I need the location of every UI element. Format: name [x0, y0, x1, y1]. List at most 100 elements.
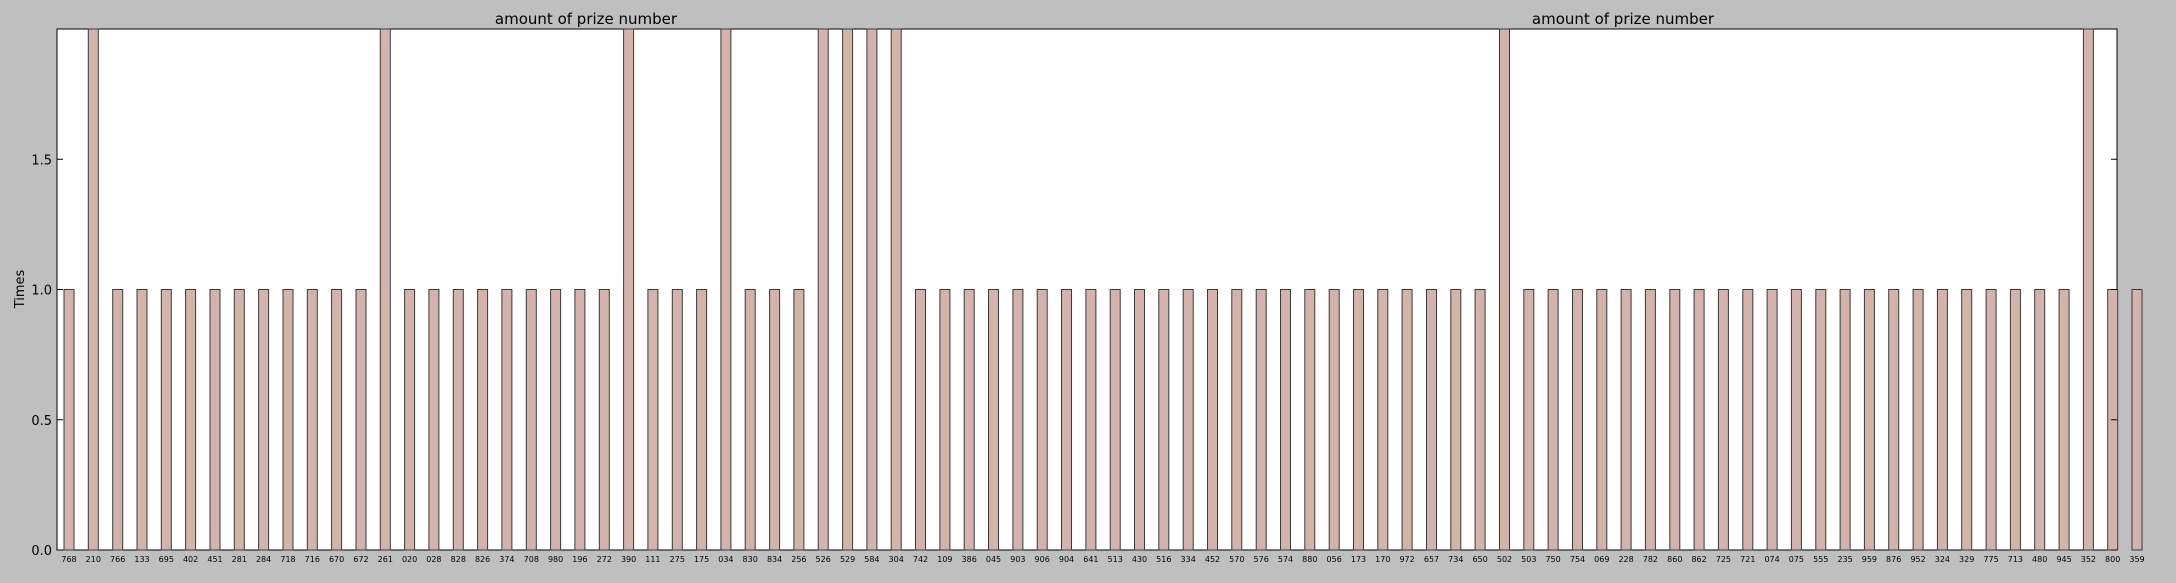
x-tick-label: 170	[1375, 555, 1390, 564]
x-tick-label: 329	[1959, 555, 1974, 564]
bar-210	[87, 28, 99, 551]
x-tick-label: 576	[1254, 555, 1269, 564]
bar-020	[404, 289, 416, 551]
x-tick-label: 959	[1862, 555, 1877, 564]
x-tick-label: 210	[86, 555, 101, 564]
bars-group	[63, 28, 2143, 551]
bar-904	[1061, 289, 1072, 551]
bar-261	[379, 28, 391, 551]
x-tick-label: 775	[1983, 555, 1998, 564]
x-tick-label: 721	[1740, 555, 1755, 564]
bar-111	[647, 289, 659, 551]
x-tick-label: 904	[1059, 555, 1074, 564]
x-tick-label: 945	[2056, 555, 2071, 564]
bar-734	[1450, 289, 1462, 551]
bar-502	[1499, 28, 1510, 551]
x-tick-label: 526	[816, 555, 831, 564]
x-tick-label: 800	[2105, 555, 2120, 564]
x-tick-label: 075	[1789, 555, 1804, 564]
x-tick-label: 695	[159, 555, 174, 564]
bar-196	[574, 289, 586, 551]
bar-175	[696, 289, 708, 551]
y-tick-label: 1.5	[31, 153, 52, 168]
bar-834	[769, 289, 781, 551]
x-tick-label: 502	[1497, 555, 1512, 564]
x-tick-label: 650	[1472, 555, 1487, 564]
bar-576	[1255, 289, 1267, 551]
x-tick-label: 750	[1545, 555, 1560, 564]
x-tick-label: 334	[1181, 555, 1196, 564]
bar-390	[623, 28, 635, 551]
x-tick-label: 480	[2032, 555, 2047, 564]
x-tick-label: 876	[1886, 555, 1901, 564]
chart-title-left: amount of prize number	[495, 10, 678, 28]
bar-952	[1912, 289, 1924, 551]
x-tick-label: 111	[645, 555, 660, 564]
x-tick-label: 725	[1716, 555, 1731, 564]
x-tick-label: 175	[694, 555, 709, 564]
bar-374	[501, 289, 513, 551]
bar-056	[1328, 289, 1340, 551]
x-tick-label: 324	[1935, 555, 1950, 564]
x-tick-label: 352	[2081, 555, 2096, 564]
bar-480	[2034, 289, 2046, 551]
x-tick-label: 109	[937, 555, 952, 564]
x-tick-label: 742	[913, 555, 928, 564]
x-tick-label: 374	[499, 555, 514, 564]
bar-828	[452, 289, 464, 551]
x-tick-label: 880	[1302, 555, 1317, 564]
x-tick-label: 284	[256, 555, 271, 564]
bar-386	[963, 289, 975, 551]
x-tick-label: 133	[134, 555, 149, 564]
bar-526	[817, 28, 829, 551]
x-tick-label: 834	[767, 555, 782, 564]
x-tick-label: 828	[451, 555, 466, 564]
bar-718	[282, 289, 294, 551]
bar-334	[1182, 289, 1194, 551]
bar-555	[1815, 289, 1827, 551]
bar-075	[1790, 289, 1802, 551]
bar-972	[1401, 289, 1413, 551]
bar-275	[671, 289, 683, 551]
bar-641	[1085, 289, 1097, 551]
bar-754	[1572, 289, 1583, 551]
bar-272	[598, 289, 610, 551]
x-tick-label: 272	[597, 555, 612, 564]
x-tick-label: 228	[1618, 555, 1633, 564]
bar-860	[1669, 289, 1681, 551]
bar-880	[1304, 289, 1316, 551]
x-tick-label: 754	[1570, 555, 1585, 564]
y-tick-label: 0.0	[31, 544, 52, 559]
x-tick-label: 513	[1108, 555, 1123, 564]
bar-284	[258, 289, 270, 551]
bar-451	[209, 289, 221, 551]
bar-329	[1961, 289, 1973, 551]
x-tick-label: 862	[1691, 555, 1706, 564]
bar-529	[842, 28, 854, 551]
bar-903	[1012, 289, 1024, 551]
chart-title-right: amount of prize number	[1532, 10, 1715, 28]
x-tick-label: 980	[548, 555, 563, 564]
x-tick-label: 359	[2129, 555, 2144, 564]
x-tick-label: 034	[718, 555, 733, 564]
bar-173	[1353, 289, 1364, 551]
bar-830	[744, 289, 756, 551]
bar-766	[112, 289, 124, 551]
bar-034	[720, 28, 732, 551]
bar-133	[136, 289, 148, 551]
x-tick-label: 045	[986, 555, 1001, 564]
bar-430	[1134, 289, 1145, 551]
bar-725	[1717, 289, 1729, 551]
y-tick-label: 1.0	[31, 284, 52, 299]
bar-109	[939, 289, 951, 551]
x-tick-label: 069	[1594, 555, 1609, 564]
x-tick-label: 196	[572, 555, 587, 564]
x-tick-label: 028	[426, 555, 441, 564]
bar-695	[160, 289, 172, 551]
bar-708	[525, 289, 537, 551]
bar-980	[550, 289, 562, 551]
x-tick-label: 952	[1910, 555, 1925, 564]
bar-235	[1839, 289, 1851, 551]
x-tick-label: 672	[353, 555, 368, 564]
bar-324	[1936, 289, 1948, 551]
